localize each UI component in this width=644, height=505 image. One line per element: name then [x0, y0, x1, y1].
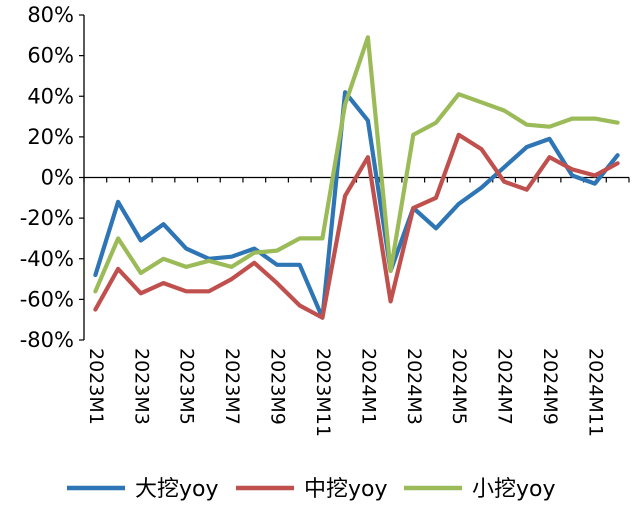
- x-tick-label: 2023M3: [130, 348, 152, 425]
- x-tick-label: 2024M5: [448, 348, 470, 425]
- y-tick-label: 0%: [41, 166, 74, 190]
- y-tick-label: 60%: [27, 44, 74, 68]
- y-tick-label: 40%: [27, 84, 74, 108]
- chart-axes: -80% -60% -40% -20% 0% 20% 40% 60% 80% 2023M1 2023…: [20, 3, 630, 437]
- x-tick-label: 2023M9: [267, 348, 289, 425]
- chart-legend: 大挖yoy 中挖yoy 小挖yoy: [67, 477, 556, 502]
- y-tick-label: 20%: [27, 125, 74, 149]
- y-tick-label: -40%: [20, 247, 74, 271]
- x-tick-label: 2024M11: [584, 348, 606, 437]
- y-tick-label: 80%: [27, 3, 74, 27]
- y-tick-label: -80%: [20, 328, 74, 352]
- y-tick-label: -20%: [20, 206, 74, 230]
- series-line-3: [93, 35, 620, 294]
- x-tick-label: 2024M7: [494, 348, 516, 425]
- x-tick-label: 2023M1: [85, 348, 107, 425]
- y-tick-label: -60%: [20, 287, 74, 311]
- x-tick-label: 2024M1: [357, 348, 379, 425]
- legend-label: 中挖yoy: [304, 477, 388, 502]
- legend-label: 大挖yoy: [135, 477, 219, 502]
- x-tick-label: 2024M9: [539, 348, 561, 425]
- x-tick-label: 2023M11: [312, 348, 334, 437]
- x-tick-label: 2024M3: [403, 348, 425, 425]
- series-line-2: [93, 132, 620, 320]
- series-line-1: [93, 90, 620, 320]
- series-layer: [93, 35, 620, 320]
- x-tick-label: 2023M7: [221, 348, 243, 425]
- x-tick-label: 2023M5: [176, 348, 198, 425]
- legend-label: 小挖yoy: [472, 477, 556, 502]
